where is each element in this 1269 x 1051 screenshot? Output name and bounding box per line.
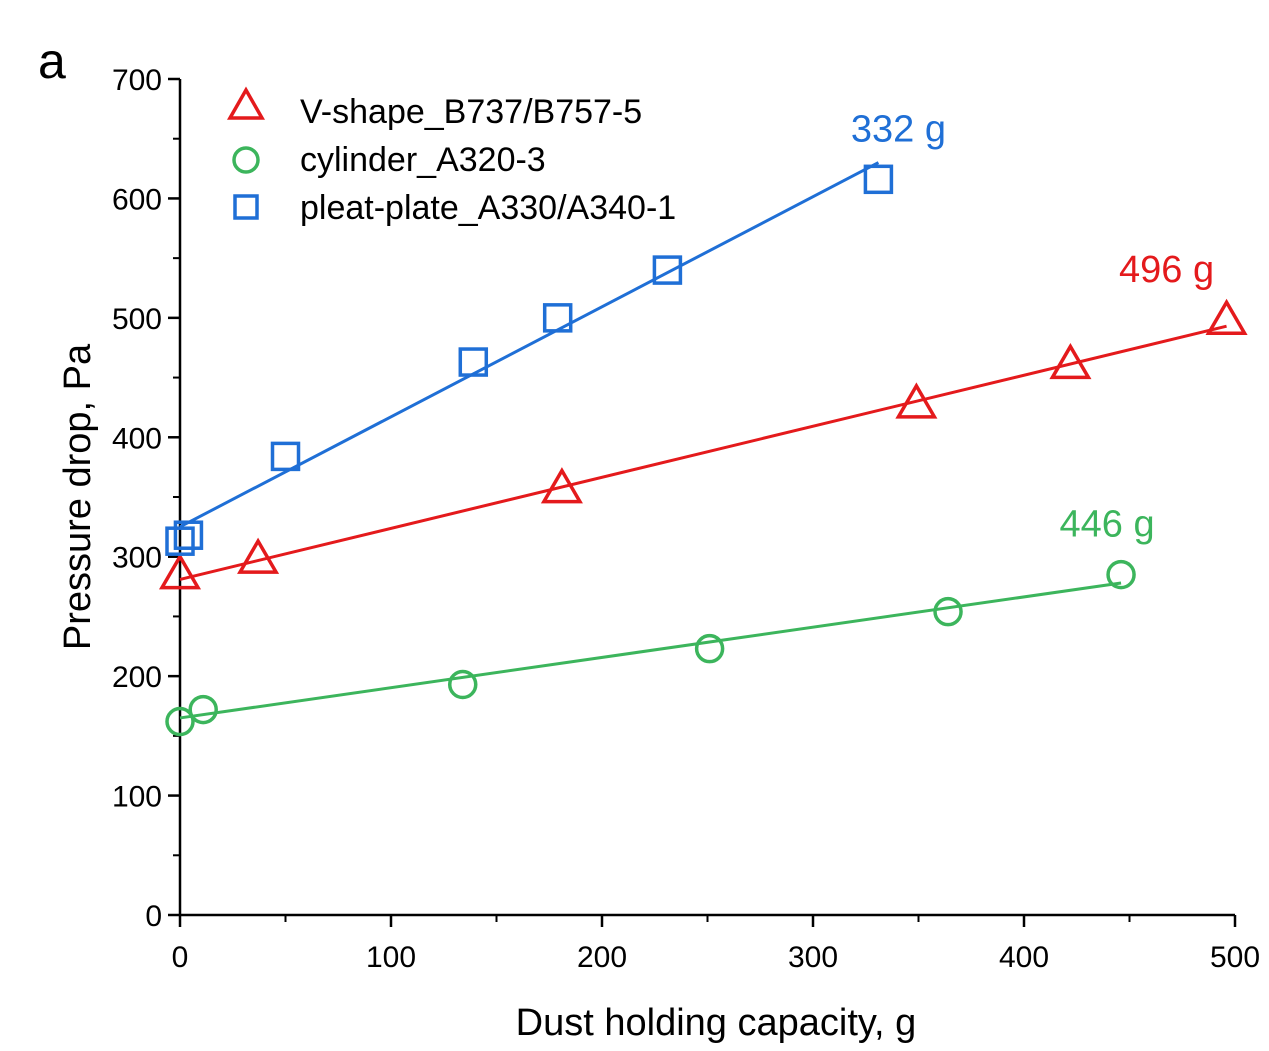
- fit-line-series-0: [179, 324, 1227, 581]
- square-marker-point: [542, 303, 573, 333]
- legend-label-v-shape: V-shape_B737/B757-5: [300, 93, 642, 131]
- triangle-marker-point: [237, 537, 280, 574]
- fit-line-series-2: [179, 161, 880, 529]
- y-tick-label: 300: [112, 542, 162, 575]
- y-tick-label: 600: [112, 183, 162, 216]
- triangle-marker-point: [895, 382, 938, 419]
- y-tick-label: 100: [112, 781, 162, 814]
- square-marker-point: [165, 526, 195, 556]
- triangle-marker-point: [1049, 342, 1092, 380]
- square-marker-point: [270, 441, 301, 472]
- x-tick-label: 100: [366, 941, 416, 974]
- x-tick-label: 400: [999, 941, 1049, 974]
- square-marker-point: [652, 255, 683, 285]
- fit-lines: [179, 161, 1227, 720]
- x-axis-title: Dust holding capacity, g: [516, 1002, 917, 1044]
- circle-marker-point: [447, 669, 478, 700]
- legend-square-marker: [233, 194, 259, 220]
- x-ticks: 0 100 200 300 400 500: [172, 915, 1260, 974]
- markers: [158, 164, 1248, 737]
- circle-marker-point: [1106, 559, 1136, 590]
- panel-label: a: [38, 33, 66, 89]
- x-tick-label: 0: [172, 941, 189, 974]
- legend-entry-cylinder: cylinder_A320-3: [232, 141, 546, 179]
- legend-triangle-marker: [226, 86, 266, 120]
- x-tick-label: 200: [577, 941, 627, 974]
- legend-entry-pleat-plate: pleat-plate_A330/A340-1: [233, 189, 676, 227]
- annotations: 496 g 446 g 332 g: [851, 108, 1214, 545]
- circle-marker-point: [933, 596, 963, 627]
- circle-marker-point: [165, 706, 195, 737]
- y-tick-label: 200: [112, 661, 162, 694]
- triangle-marker-point: [158, 553, 202, 590]
- x-tick-label: 500: [1210, 941, 1260, 974]
- fit-line-series-1: [179, 581, 1122, 720]
- circle-marker-point: [188, 694, 218, 725]
- legend-label-pleat-plate: pleat-plate_A330/A340-1: [300, 189, 676, 227]
- legend-circle-marker: [232, 146, 260, 174]
- legend: V-shape_B737/B757-5 cylinder_A320-3 plea…: [226, 86, 676, 227]
- square-marker-point: [173, 520, 204, 550]
- x-tick-label: 300: [788, 941, 838, 974]
- y-tick-label: 700: [112, 64, 162, 97]
- annotation-series-2: 332 g: [851, 108, 946, 150]
- y-axis-title: Pressure drop, Pa: [57, 343, 99, 650]
- y-tick-label: 400: [112, 422, 162, 455]
- square-marker-point: [863, 164, 894, 195]
- y-tick-label: 500: [112, 303, 162, 336]
- y-ticks: 0 100 200 300 400 500 600 700: [112, 64, 180, 933]
- annotation-series-1: 446 g: [1060, 504, 1155, 546]
- square-marker-point: [458, 347, 489, 377]
- legend-entry-v-shape: V-shape_B737/B757-5: [226, 86, 642, 131]
- triangle-marker-point: [540, 467, 583, 504]
- triangle-marker-point: [1205, 298, 1248, 335]
- annotation-series-0: 496 g: [1119, 249, 1214, 291]
- y-tick-label: 0: [145, 900, 162, 933]
- circle-marker-point: [694, 633, 725, 664]
- legend-label-cylinder: cylinder_A320-3: [300, 141, 546, 179]
